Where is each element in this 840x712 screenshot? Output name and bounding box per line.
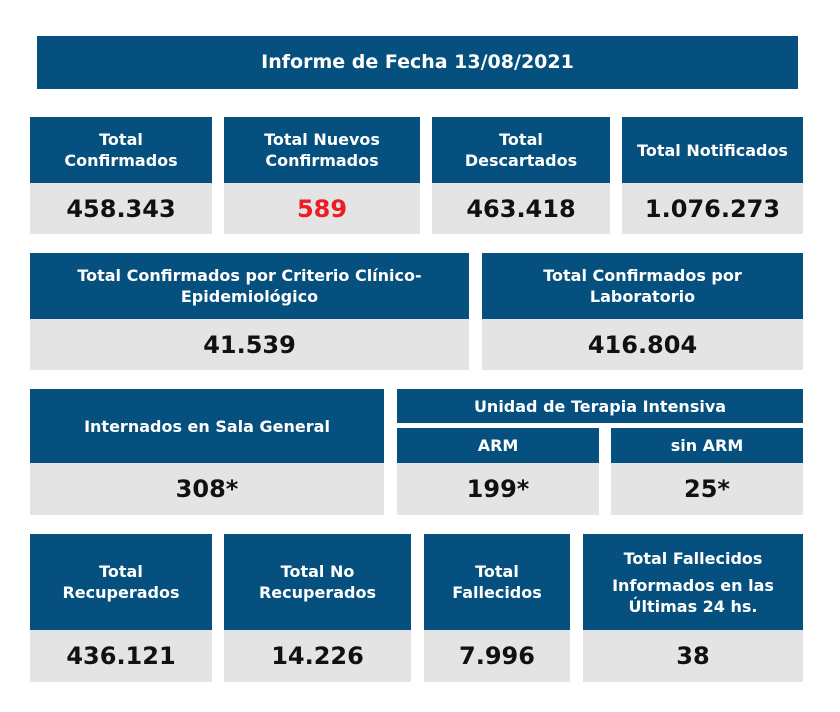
total-descartados-value: 463.418 bbox=[432, 183, 610, 234]
total-fallecidos-value: 7.996 bbox=[424, 630, 570, 682]
fallecidos-24hs-title: Total Fallecidos bbox=[623, 548, 763, 568]
sala-general-value: 308* bbox=[30, 463, 384, 515]
fallecidos-24hs-value: 38 bbox=[583, 630, 803, 682]
total-notificados-value: 1.076.273 bbox=[622, 183, 803, 234]
total-confirmados-value: 458.343 bbox=[30, 183, 212, 234]
total-descartados-header: Total Descartados bbox=[432, 117, 610, 183]
total-nuevos-confirmados-value: 589 bbox=[224, 183, 420, 234]
total-no-recuperados-header: Total No Recuperados bbox=[224, 534, 411, 630]
total-no-recuperados-value: 14.226 bbox=[224, 630, 411, 682]
total-fallecidos-header: Total Fallecidos bbox=[424, 534, 570, 630]
uti-header: Unidad de Terapia Intensiva bbox=[397, 389, 803, 423]
fallecidos-24hs-subtitle: Informados en las Últimas 24 hs. bbox=[612, 575, 774, 616]
total-recuperados-header: Total Recuperados bbox=[30, 534, 212, 630]
total-recuperados-value: 436.121 bbox=[30, 630, 212, 682]
confirmados-criterio-clinico-header: Total Confirmados por Criterio Clínico- … bbox=[30, 253, 469, 319]
confirmados-laboratorio-value: 416.804 bbox=[482, 319, 803, 370]
sin-arm-value: 25* bbox=[611, 463, 803, 515]
arm-value: 199* bbox=[397, 463, 599, 515]
confirmados-criterio-clinico-value: 41.539 bbox=[30, 319, 469, 370]
total-notificados-header: Total Notificados bbox=[622, 117, 803, 183]
fallecidos-24hs-header: Total Fallecidos Informados en las Últim… bbox=[583, 534, 803, 630]
total-confirmados-header: Total Confirmados bbox=[30, 117, 212, 183]
total-nuevos-confirmados-header: Total Nuevos Confirmados bbox=[224, 117, 420, 183]
report-title: Informe de Fecha 13/08/2021 bbox=[37, 36, 798, 89]
confirmados-laboratorio-header: Total Confirmados por Laboratorio bbox=[482, 253, 803, 319]
sala-general-header: Internados en Sala General bbox=[30, 389, 384, 463]
arm-header: ARM bbox=[397, 428, 599, 463]
sin-arm-header: sin ARM bbox=[611, 428, 803, 463]
